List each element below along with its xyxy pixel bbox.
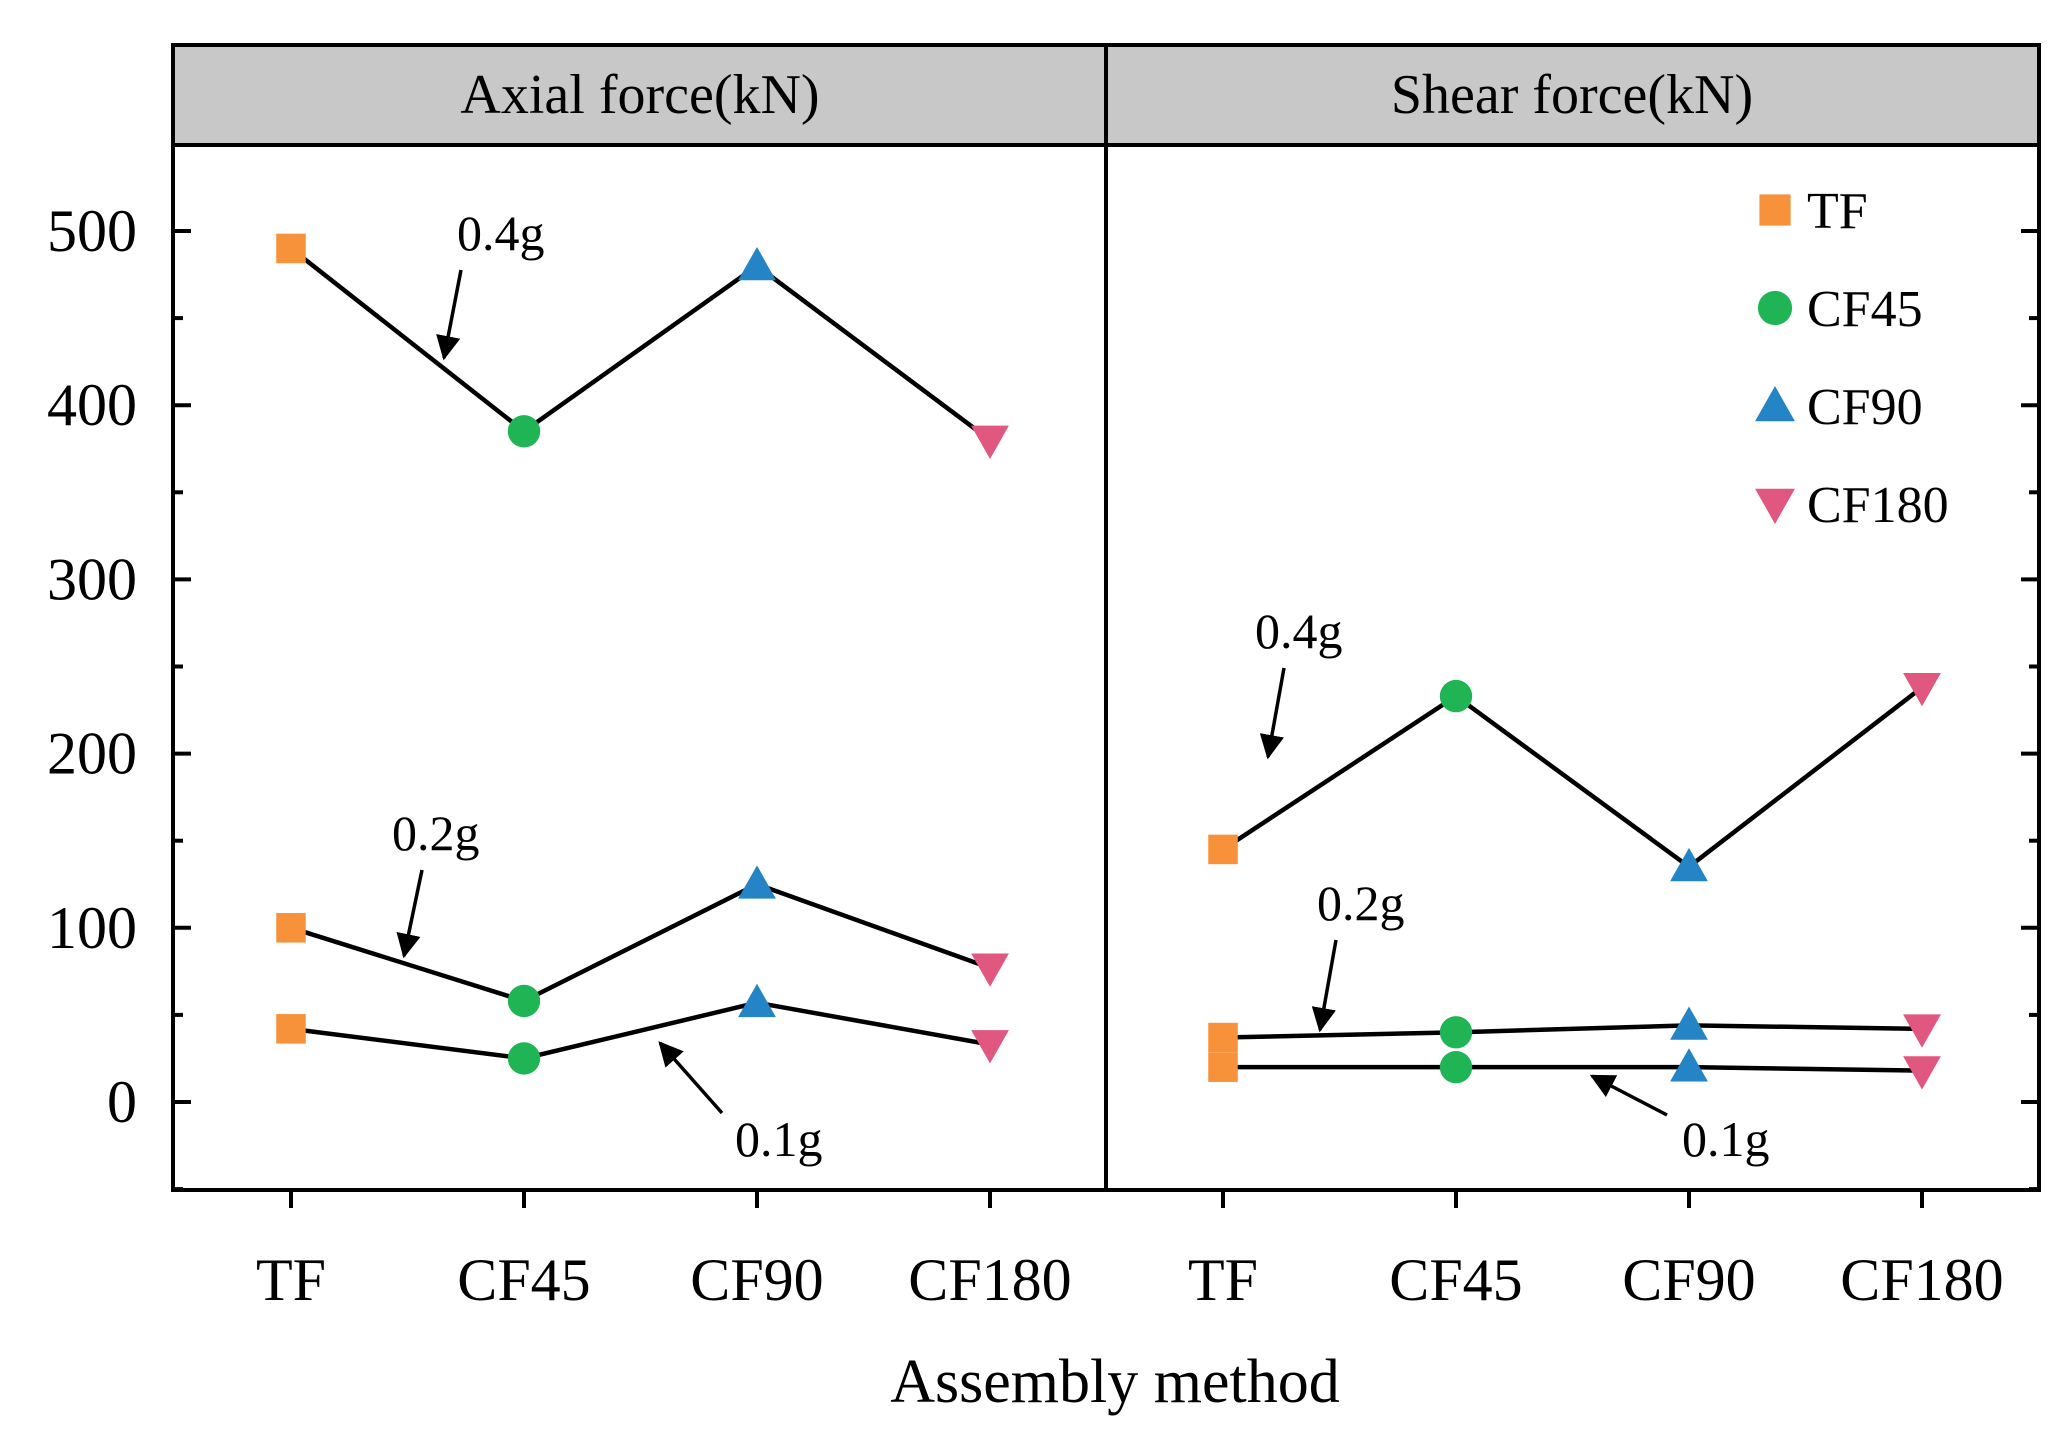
legend-label-cf90: CF90	[1807, 379, 1923, 436]
x-tick-label-1-cf90: CF90	[1622, 1247, 1755, 1313]
series-line-0-0.4g	[289, 246, 992, 442]
legend-marker-cf45	[1757, 290, 1793, 326]
annotations-shear: 0.4g 0.2g 0.1g	[1255, 603, 1770, 1167]
panel-title-shear: Shear force(kN)	[1391, 64, 1753, 126]
y-tick-label-500: 500	[47, 198, 137, 264]
annotation-arrow-axial-0.1g	[658, 1041, 724, 1115]
marker-0-0.2g-cf180	[971, 953, 1009, 987]
legend-marker-tf	[1759, 194, 1791, 226]
marker-0-0.4g-tf	[276, 233, 306, 264]
annotation-axial-0.1g: 0.1g	[735, 1111, 823, 1167]
x-tick-label-0-cf45: CF45	[457, 1247, 590, 1313]
annotation-shear-0.4g: 0.4g	[1255, 603, 1343, 659]
marker-0-0.4g-cf180	[971, 425, 1009, 459]
panel-title-axial: Axial force(kN)	[460, 64, 819, 126]
marker-0-0.4g-cf90	[738, 246, 776, 281]
marker-0-0.4g-cf45	[507, 415, 541, 448]
annotation-shear-0.2g: 0.2g	[1317, 875, 1405, 931]
legend-label-tf: TF	[1807, 183, 1868, 240]
legend-label-cf180: CF180	[1807, 477, 1949, 534]
y-tick-label-300: 300	[47, 546, 137, 612]
y-tick-label-100: 100	[47, 895, 137, 961]
series-line-0-0.2g	[290, 881, 991, 1004]
annotation-shear-0.1g: 0.1g	[1682, 1111, 1770, 1167]
y-tick-label-200: 200	[47, 721, 137, 787]
marker-1-0.2g-cf90	[1670, 1006, 1708, 1040]
marker-0-0.1g-cf90	[738, 983, 776, 1018]
panel-title-strip-left	[173, 45, 1106, 145]
legend-marker-cf90	[1755, 386, 1795, 422]
legend-marker-cf180	[1755, 488, 1795, 524]
y-tick-label-0: 0	[107, 1069, 137, 1135]
series-line-0-0.1g	[290, 1000, 991, 1061]
marker-1-0.4g-cf90	[1670, 847, 1708, 882]
annotation-arrow-shear-0.4g	[1259, 667, 1286, 760]
annotation-arrow-shear-0.2g	[1311, 939, 1338, 1033]
x-tick-label-0-tf: TF	[256, 1247, 326, 1313]
marker-0-0.1g-cf45	[507, 1042, 541, 1075]
x-tick-label-1-cf180: CF180	[1840, 1247, 2003, 1313]
series-line-1-0.4g	[1221, 685, 1924, 870]
marker-1-0.1g-cf180	[1903, 1056, 1941, 1090]
marker-1-0.2g-tf	[1208, 1022, 1238, 1053]
marker-1-0.1g-tf	[1208, 1052, 1238, 1082]
x-tick-label-0-cf180: CF180	[908, 1247, 1071, 1313]
marker-0-0.1g-tf	[276, 1014, 306, 1044]
legend-label-cf45: CF45	[1807, 281, 1923, 338]
marker-0-0.2g-tf	[276, 913, 306, 943]
marker-1-0.4g-cf180	[1903, 673, 1941, 707]
annotation-axial-0.2g: 0.2g	[392, 805, 480, 861]
annotation-arrow-axial-0.2g	[396, 869, 424, 959]
annotation-arrow-axial-0.4g	[436, 269, 463, 361]
marker-0-0.1g-cf180	[971, 1030, 1009, 1064]
marker-1-0.2g-cf180	[1903, 1014, 1941, 1048]
series-line-1-0.1g	[1223, 1064, 1923, 1073]
x-tick-label-0-cf90: CF90	[690, 1247, 823, 1313]
series-line-1-0.2g	[1222, 1023, 1923, 1040]
annotations-axial: 0.4g 0.2g 0.1g	[392, 205, 823, 1167]
marker-0-0.2g-cf45	[507, 984, 541, 1018]
marker-1-0.2g-cf45	[1439, 1016, 1473, 1049]
marker-1-0.4g-cf45	[1439, 679, 1473, 713]
marker-0-0.2g-cf90	[738, 865, 776, 899]
series-markers	[276, 233, 1941, 1090]
axes: 0 100 200 300 400 500 TF CF45 CF90 CF180 TF CF45 CF9…	[47, 198, 2039, 1313]
marker-1-0.1g-cf90	[1670, 1048, 1708, 1082]
marker-1-0.4g-tf	[1208, 834, 1238, 865]
marker-1-0.1g-cf45	[1439, 1050, 1473, 1084]
annotation-arrow-shear-0.1g	[1589, 1074, 1668, 1117]
x-tick-label-1-tf: TF	[1188, 1247, 1258, 1313]
series-lines	[289, 246, 1924, 1073]
x-tick-label-1-cf45: CF45	[1389, 1247, 1522, 1313]
legend: TF CF45 CF90 CF180	[1755, 183, 1949, 534]
panel-title-strip-right	[1106, 45, 2039, 145]
y-tick-label-400: 400	[47, 372, 137, 438]
x-axis-title: Assembly method	[890, 1348, 1339, 1416]
annotation-axial-0.4g: 0.4g	[457, 205, 545, 261]
